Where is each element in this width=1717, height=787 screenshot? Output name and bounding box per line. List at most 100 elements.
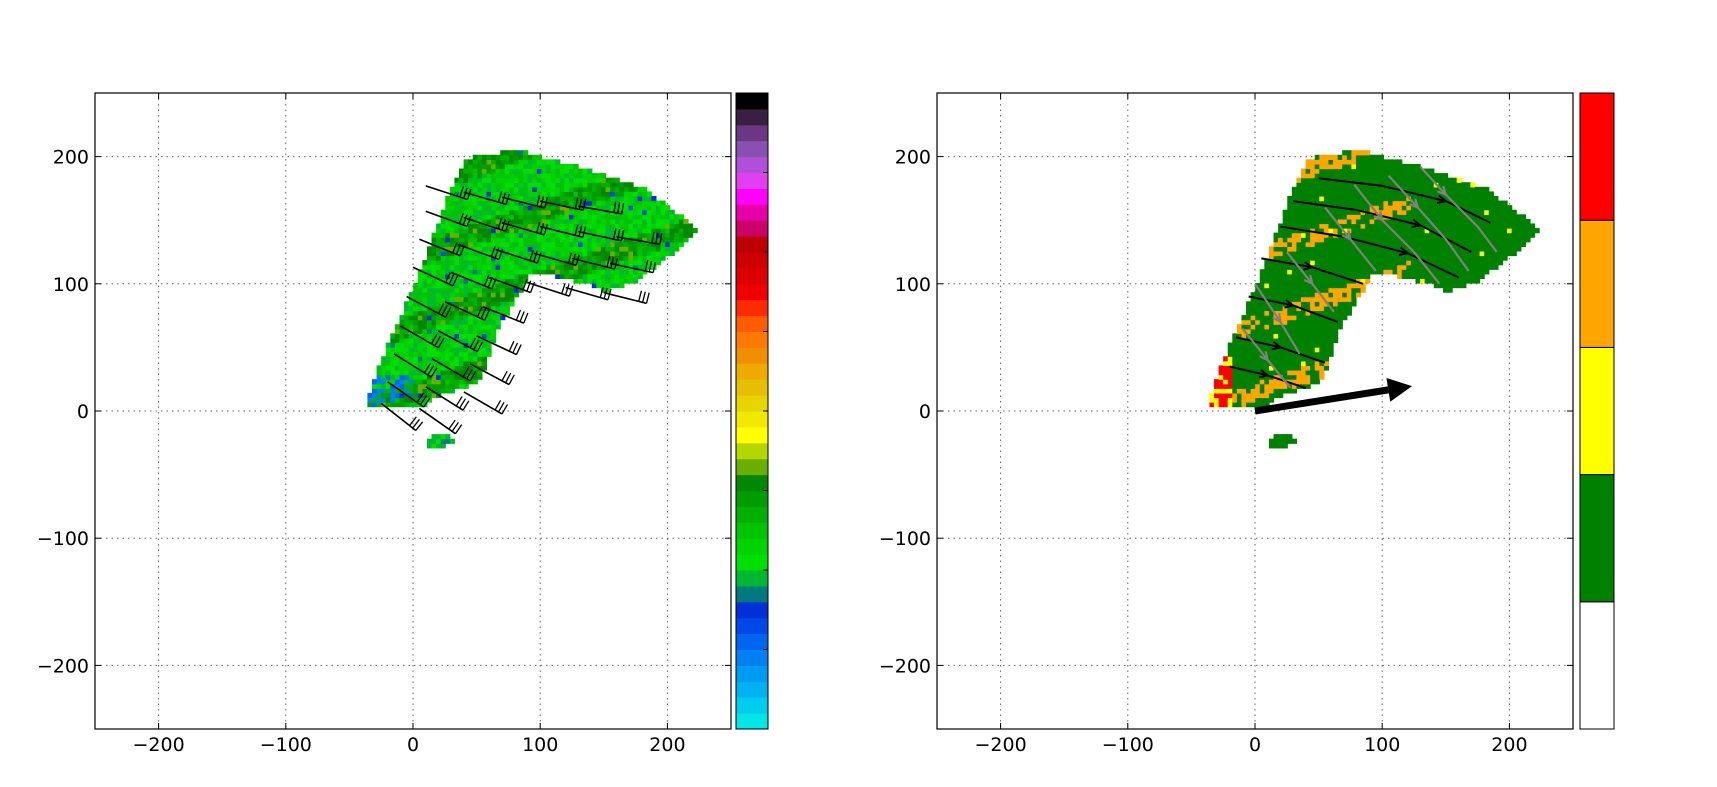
precip-pixel xyxy=(1420,214,1426,220)
precip-pixel xyxy=(1264,305,1270,312)
colorbar-segment xyxy=(736,124,768,142)
wind-barb-staff xyxy=(425,386,464,411)
precip-pixel xyxy=(1232,347,1238,353)
precip-pixel xyxy=(1246,392,1252,399)
precip-pixel xyxy=(1291,388,1298,394)
precip-pixel xyxy=(1227,356,1233,362)
precip-pixel xyxy=(1342,282,1348,289)
precip-pixel xyxy=(1465,186,1472,193)
precip-pixel xyxy=(1442,287,1449,293)
precip-pixel xyxy=(1479,186,1485,193)
echo-pixel xyxy=(404,347,410,353)
echo-pixel xyxy=(472,342,478,348)
echo-pixel xyxy=(605,223,611,229)
echo-pixel xyxy=(431,237,437,243)
precip-pixel xyxy=(1397,260,1403,266)
precip-pixel xyxy=(1465,246,1472,252)
precip-pixel xyxy=(1479,246,1485,252)
precip-pixel xyxy=(1346,282,1352,289)
precip-pixel xyxy=(1291,218,1298,225)
echo-pixel xyxy=(504,237,510,243)
precip-pixel xyxy=(1319,347,1325,353)
precip-pixel xyxy=(1323,264,1330,270)
echo-pixel xyxy=(422,397,428,403)
precip-pixel xyxy=(1314,214,1320,220)
echo-pixel xyxy=(408,402,414,408)
echo-pixel xyxy=(454,365,460,371)
precip-pixel xyxy=(1301,182,1307,188)
precip-pixel xyxy=(1406,205,1412,211)
echo-pixel xyxy=(536,223,543,229)
echo-pixel xyxy=(463,315,469,321)
echo-pixel xyxy=(440,356,446,362)
echo-pixel xyxy=(633,260,639,266)
echo-pixel xyxy=(399,328,405,334)
echo-pixel xyxy=(449,223,456,229)
echo-pixel xyxy=(468,159,474,165)
echo-pixel xyxy=(445,379,451,385)
precip-pixel xyxy=(1296,356,1302,362)
precip-pixel xyxy=(1333,273,1339,280)
echo-pixel xyxy=(477,205,483,211)
echo-pixel xyxy=(440,383,446,389)
precip-pixel xyxy=(1310,232,1316,238)
streamline-2km xyxy=(1318,177,1491,224)
precip-pixel xyxy=(1337,264,1343,270)
echo-pixel xyxy=(582,173,588,179)
echo-pixel xyxy=(637,218,643,225)
precip-pixel xyxy=(1333,278,1339,284)
precip-pixel xyxy=(1456,228,1462,234)
echo-pixel xyxy=(614,218,620,225)
precip-pixel xyxy=(1433,214,1439,220)
echo-pixel xyxy=(509,292,515,298)
echo-pixel xyxy=(477,237,483,243)
precip-pixel xyxy=(1406,191,1412,197)
y-tick-label: 0 xyxy=(919,401,931,423)
echo-pixel xyxy=(628,232,634,238)
echo-pixel xyxy=(582,264,588,270)
echo-pixel xyxy=(426,365,433,371)
precip-pixel xyxy=(1392,209,1398,215)
echo-pixel xyxy=(605,209,611,215)
precip-pixel xyxy=(1319,246,1325,252)
echo-pixel xyxy=(440,319,446,325)
echo-pixel xyxy=(596,223,602,229)
wind-barb-staff xyxy=(482,305,525,324)
precip-pixel xyxy=(1291,351,1298,357)
echo-pixel xyxy=(481,218,488,225)
wind-barb-feather xyxy=(644,260,649,272)
precip-pixel xyxy=(1301,214,1307,220)
echo-pixel xyxy=(477,282,483,289)
precip-pixel xyxy=(1305,250,1311,257)
precip-pixel xyxy=(1365,255,1371,261)
echo-pixel xyxy=(509,173,515,179)
precip-pixel xyxy=(1291,328,1298,334)
precip-pixel xyxy=(1268,310,1275,316)
echo-pixel xyxy=(477,173,483,179)
precip-pixel xyxy=(1346,255,1352,261)
echo-pixel xyxy=(568,195,575,202)
streamline-5km-arrowhead xyxy=(1437,185,1448,197)
precip-pixel xyxy=(1410,250,1417,257)
echo-pixel xyxy=(564,214,570,220)
echo-pixel xyxy=(463,278,469,284)
precip-pixel xyxy=(1241,351,1247,357)
precip-pixel xyxy=(1337,182,1343,188)
echo-pixel xyxy=(550,173,556,179)
echo-pixel xyxy=(596,255,602,261)
wind-barb-feather xyxy=(651,232,655,244)
echo-pixel xyxy=(440,250,446,257)
precip-pixel xyxy=(1429,200,1435,206)
echo-pixel xyxy=(440,269,446,275)
precip-pixel xyxy=(1259,360,1265,367)
echo-pixel xyxy=(445,250,451,257)
echo-pixel xyxy=(587,214,593,220)
echo-pixel xyxy=(417,356,423,362)
precip-pixel xyxy=(1365,273,1371,280)
echo-pixel xyxy=(500,301,506,307)
precip-pixel xyxy=(1415,241,1421,247)
echo-pixel xyxy=(578,246,584,252)
echo-pixel xyxy=(619,200,625,206)
precip-pixel xyxy=(1351,214,1357,220)
precip-pixel xyxy=(1479,264,1485,270)
